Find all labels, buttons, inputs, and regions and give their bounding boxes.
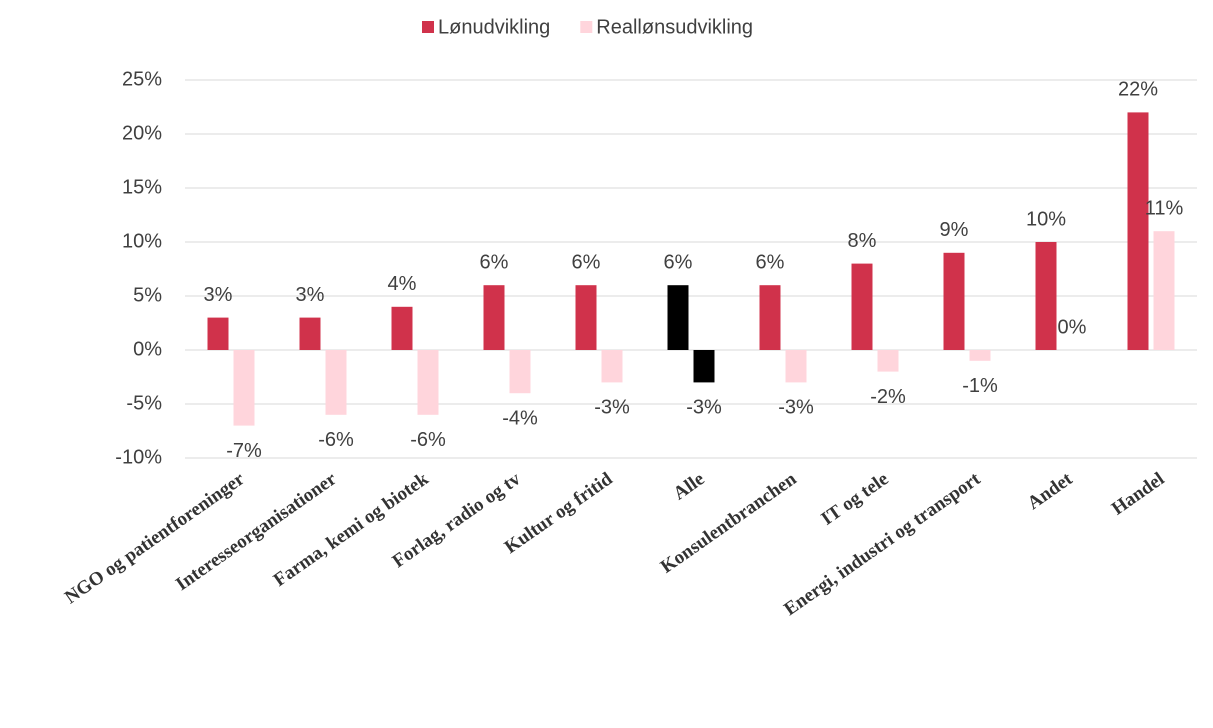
bar (1153, 231, 1175, 350)
legend-label: Lønudvikling (438, 16, 550, 38)
bar (667, 285, 689, 350)
y-tick-label: 10% (122, 230, 162, 252)
x-tick-label: NGO og patientforeninger (61, 468, 249, 608)
data-label: 6% (756, 251, 785, 273)
data-label: 0% (1058, 316, 1087, 338)
bar (851, 263, 873, 350)
data-label: 6% (480, 251, 509, 273)
data-label: -4% (502, 407, 538, 429)
data-label: 4% (388, 273, 417, 295)
data-label: 9% (940, 219, 969, 241)
y-tick-label: 20% (122, 122, 162, 144)
bar (391, 306, 413, 350)
bar (1035, 242, 1057, 350)
data-label: 3% (296, 284, 325, 306)
x-tick-label: Alle (670, 468, 709, 504)
data-label: -6% (318, 429, 354, 451)
data-label: -2% (870, 386, 906, 408)
bar (601, 350, 623, 383)
data-label: 3% (204, 284, 233, 306)
data-label: -1% (962, 375, 998, 397)
bar (575, 285, 597, 350)
bar (417, 350, 439, 415)
y-tick-label: -10% (115, 446, 162, 468)
bar (877, 350, 899, 372)
legend-swatch (422, 21, 434, 33)
data-label: -3% (594, 397, 630, 419)
bar (693, 350, 715, 383)
bar (943, 252, 965, 350)
y-tick-label: -5% (126, 392, 162, 414)
bar (483, 285, 505, 350)
data-label: -3% (686, 397, 722, 419)
bar (233, 350, 255, 426)
data-label: 11% (1145, 197, 1184, 219)
data-label: 6% (664, 251, 693, 273)
y-tick-label: 15% (122, 176, 162, 198)
bar (207, 317, 229, 350)
legend-label: Reallønsudvikling (596, 16, 753, 38)
data-label: 8% (848, 230, 877, 252)
bar (325, 350, 347, 415)
legend-swatch (580, 21, 593, 33)
x-tick-label: Farma, kemi og biotek (270, 468, 433, 591)
y-tick-label: 0% (133, 338, 162, 360)
y-tick-label: 5% (133, 284, 162, 306)
data-label: 6% (572, 251, 601, 273)
y-tick-label: 25% (122, 68, 162, 90)
x-tick-label: Andet (1024, 468, 1077, 514)
bar (785, 350, 807, 383)
data-label: -6% (410, 429, 446, 451)
bar (759, 285, 781, 350)
data-label: 10% (1026, 208, 1066, 230)
data-label: -7% (226, 440, 262, 462)
x-tick-label: IT og tele (817, 468, 892, 529)
x-tick-label: Interesseorganisationer (172, 468, 341, 595)
bar (299, 317, 321, 350)
bar (1127, 112, 1149, 351)
bar (509, 350, 531, 394)
data-label: 22% (1118, 79, 1158, 101)
bar (969, 350, 991, 361)
x-tick-label: Handel (1108, 468, 1168, 519)
data-label: -3% (778, 397, 814, 419)
